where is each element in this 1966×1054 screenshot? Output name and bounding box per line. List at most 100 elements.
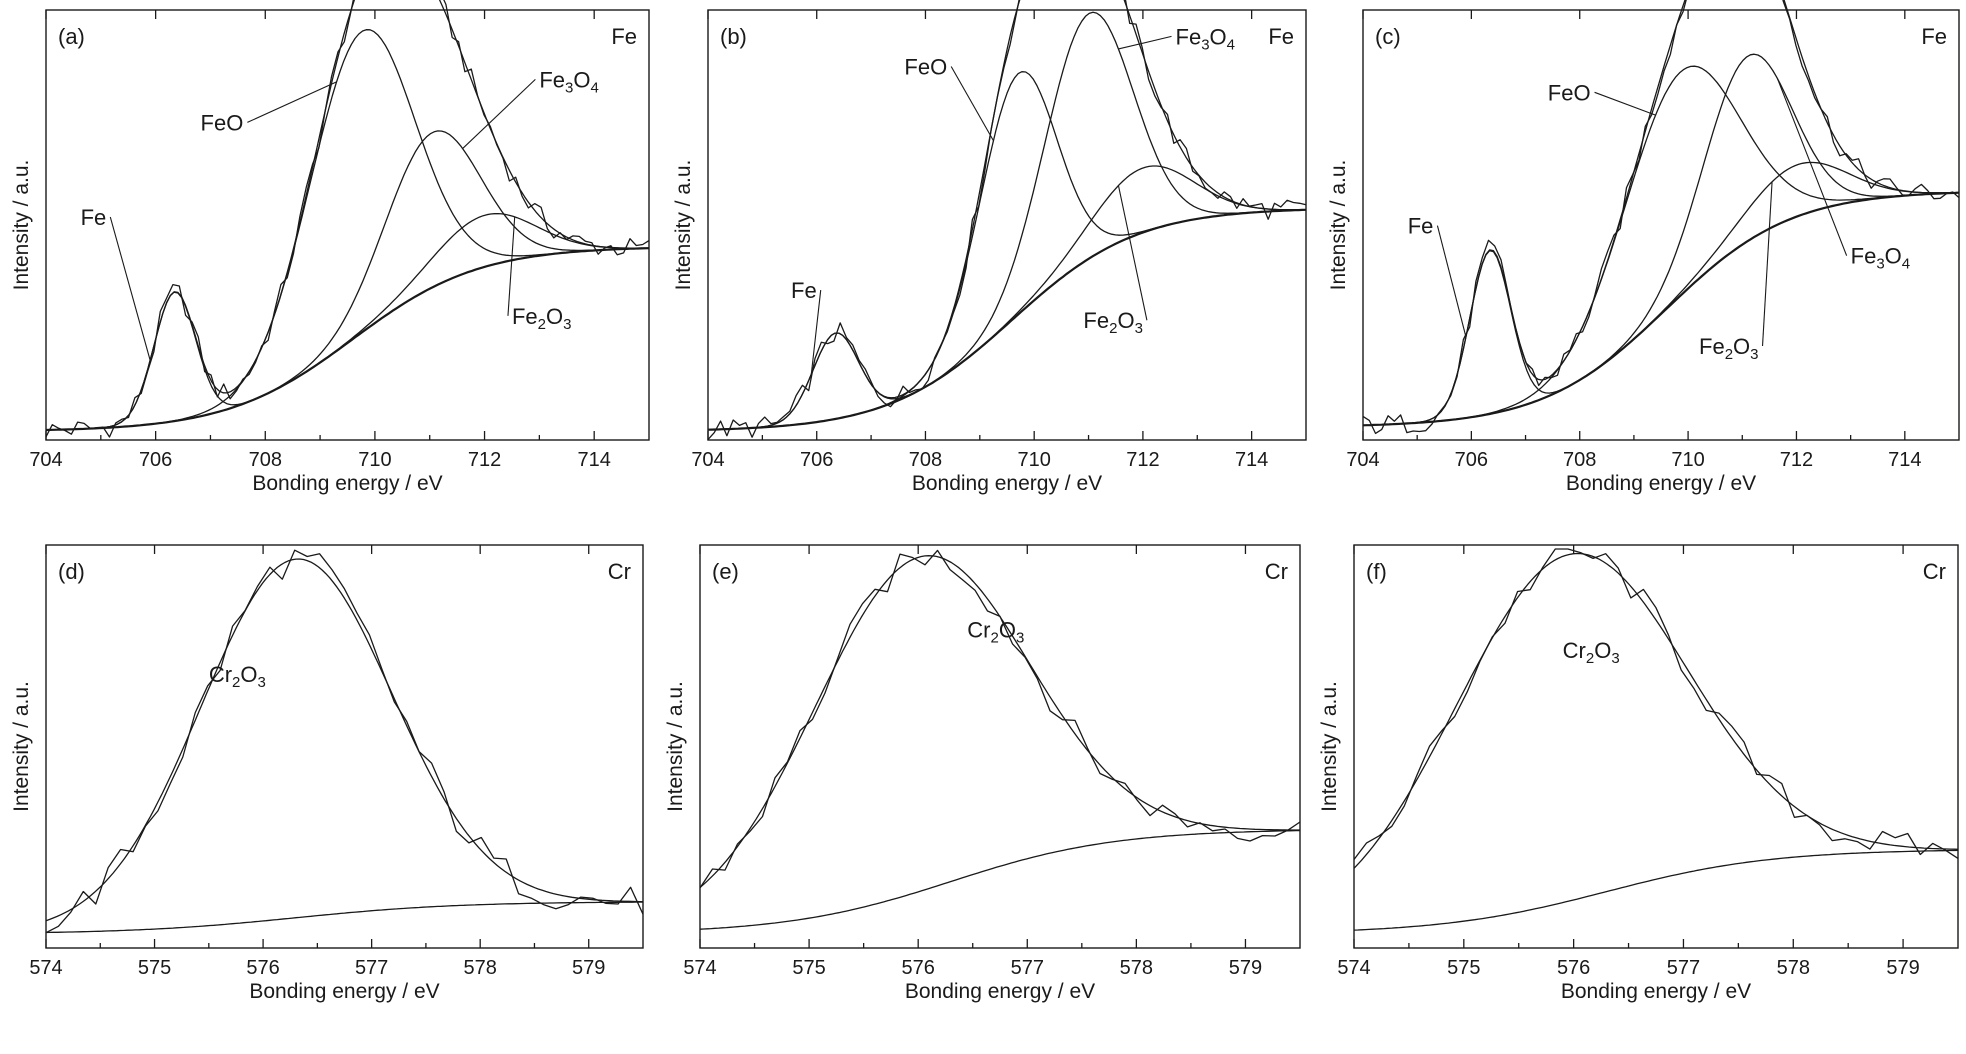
- x-tick-label: 708: [1563, 449, 1596, 471]
- label-fe: Fe: [1408, 214, 1434, 239]
- arrow-feo: [950, 66, 994, 141]
- panel-label: (a): [58, 24, 85, 49]
- arrow-fe2o3: [507, 216, 516, 316]
- x-tick-label: 575: [1447, 957, 1480, 979]
- x-axis-label: Bonding energy / eV: [252, 472, 442, 495]
- y-axis-label: Intensity / a.u.: [672, 160, 695, 291]
- x-tick-label: 575: [792, 957, 825, 979]
- background-curve: [707, 208, 1307, 431]
- label-fe2o3: Fe2O3: [1699, 334, 1759, 363]
- x-tick-label: 704: [1346, 449, 1379, 471]
- x-tick-label: 710: [1671, 449, 1704, 471]
- fit-cr2o3: [45, 558, 643, 922]
- panel-label: (d): [58, 559, 85, 584]
- x-tick-label: 574: [683, 957, 716, 979]
- raw-spectrum: [45, 0, 650, 438]
- fit-feo: [707, 71, 1307, 431]
- x-tick-label: 712: [1780, 449, 1813, 471]
- plot-frame: [699, 544, 1301, 949]
- x-tick-label: 706: [1455, 449, 1488, 471]
- x-tick-label: 577: [1011, 957, 1044, 979]
- x-axis-label: Bonding energy / eV: [249, 980, 439, 1003]
- arrow-feo: [1594, 91, 1656, 116]
- arrow-fe: [109, 216, 151, 361]
- arrow-fe3o4: [462, 79, 536, 149]
- element-label: Fe: [611, 24, 637, 49]
- arrow-fe3o4: [1776, 78, 1848, 256]
- plot-frame: [45, 544, 644, 949]
- x-tick-label: 576: [901, 957, 934, 979]
- background-curve: [1353, 849, 1959, 931]
- y-axis-label: Intensity / a.u.: [1327, 160, 1350, 291]
- x-tick-label: 579: [1886, 957, 1919, 979]
- x-tick-label: 579: [572, 957, 605, 979]
- x-tick-label: 574: [29, 957, 62, 979]
- x-tick-label: 708: [909, 449, 942, 471]
- element-label: Fe: [1921, 24, 1947, 49]
- label-feo: FeO: [201, 110, 244, 135]
- y-axis-label: Intensity / a.u.: [10, 681, 33, 812]
- label-cr2o3: Cr2O3: [1563, 638, 1620, 667]
- x-axis-label: Bonding energy / eV: [905, 980, 1095, 1003]
- x-tick-label: 708: [249, 449, 282, 471]
- panel-label: (e): [712, 559, 739, 584]
- x-tick-label: 577: [1667, 957, 1700, 979]
- arrow-feo: [247, 81, 337, 123]
- x-axis-label: Bonding energy / eV: [1566, 472, 1756, 495]
- fit-fe: [707, 209, 1307, 431]
- label-fe3o4: Fe3O4: [1176, 24, 1236, 53]
- fit-fe3o4: [1362, 53, 1960, 426]
- fit-fe2o3: [45, 212, 649, 431]
- arrow-fe: [810, 290, 822, 375]
- fit-envelope: [1362, 0, 1960, 426]
- x-tick-label: 712: [1126, 449, 1159, 471]
- label-cr2o3: Cr2O3: [967, 618, 1024, 647]
- background-curve: [699, 829, 1300, 930]
- x-axis-label: Bonding energy / eV: [1561, 980, 1751, 1003]
- panel-label: (b): [720, 24, 747, 49]
- x-tick-label: 714: [577, 449, 610, 471]
- label-fe2o3: Fe2O3: [1083, 308, 1143, 337]
- element-label: Cr: [1265, 559, 1288, 584]
- arrow-fe2o3: [1117, 185, 1148, 321]
- fit-cr2o3: [1353, 552, 1959, 869]
- x-tick-label: 704: [691, 449, 724, 471]
- raw-spectrum: [707, 0, 1307, 441]
- x-tick-label: 714: [1235, 449, 1268, 471]
- x-tick-label: 712: [468, 449, 501, 471]
- panel-e: 574 575 576 577 578 579 Bonding energy / eV Int…: [664, 544, 1301, 1003]
- plot-frame: [707, 9, 1307, 441]
- element-label: Fe: [1268, 24, 1294, 49]
- plot-frame: [1353, 544, 1959, 949]
- label-fe3o4: Fe3O4: [539, 67, 599, 96]
- background-curve: [45, 901, 643, 934]
- x-tick-label: 576: [246, 957, 279, 979]
- panel-a: 704 706 708 710 712 714 Bonding energy / eV Int…: [10, 0, 650, 495]
- y-axis-label: Intensity / a.u.: [664, 681, 687, 812]
- label-fe3o4: Fe3O4: [1851, 244, 1911, 273]
- fit-fe3o4: [45, 130, 650, 431]
- raw-spectrum: [1353, 548, 1959, 860]
- element-label: Cr: [608, 559, 631, 584]
- label-fe: Fe: [81, 205, 107, 230]
- fit-fe2o3: [1362, 161, 1960, 426]
- x-tick-label: 710: [358, 449, 391, 471]
- x-tick-label: 710: [1017, 449, 1050, 471]
- x-tick-label: 578: [1120, 957, 1153, 979]
- raw-spectrum: [699, 549, 1301, 889]
- x-tick-label: 579: [1229, 957, 1262, 979]
- raw-spectrum: [45, 549, 644, 934]
- x-axis-label: Bonding energy / eV: [912, 472, 1102, 495]
- fit-envelope: [45, 0, 649, 431]
- panel-label: (f): [1366, 559, 1387, 584]
- label-feo: FeO: [904, 55, 947, 80]
- x-tick-label: 714: [1888, 449, 1921, 471]
- arrow-fe2o3: [1761, 181, 1773, 347]
- arrow-fe: [1436, 225, 1467, 338]
- x-tick-label: 577: [355, 957, 388, 979]
- plot-frame: [1362, 9, 1960, 441]
- label-fe2o3: Fe2O3: [512, 304, 572, 333]
- panel-f: 574 575 576 577 578 579 Bonding energy / eV Int…: [1318, 544, 1959, 1003]
- x-tick-label: 578: [463, 957, 496, 979]
- element-label: Cr: [1923, 559, 1946, 584]
